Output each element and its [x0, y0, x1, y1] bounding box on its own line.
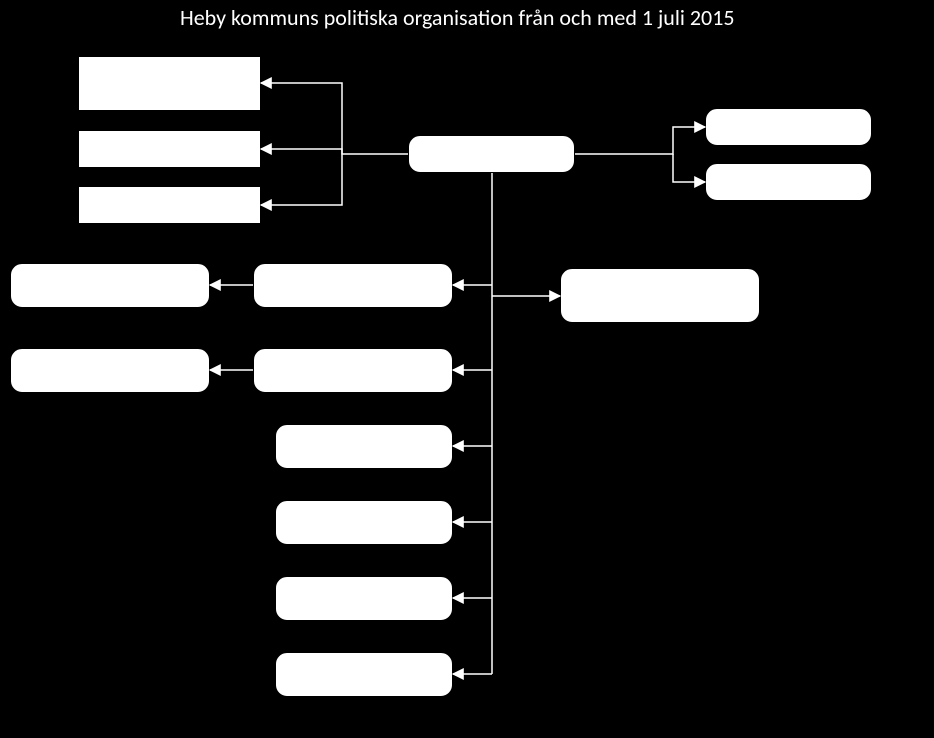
- org-node-n_top2: [78, 130, 261, 168]
- org-node-n_right2: [705, 163, 872, 201]
- org-node-n_m5: [275, 576, 453, 621]
- org-node-n_m4: [275, 500, 453, 545]
- org-node-n_l1: [10, 263, 210, 308]
- org-node-n_l2: [10, 348, 210, 393]
- org-node-n_m2: [253, 348, 453, 393]
- org-node-n_top3: [78, 186, 261, 224]
- org-node-n_center: [408, 135, 575, 173]
- org-node-n_top1: [78, 56, 261, 111]
- org-node-n_right1: [705, 108, 872, 146]
- org-node-n_m1: [253, 263, 453, 308]
- chart-title: Heby kommuns politiska organisation från…: [180, 4, 735, 31]
- org-node-n_r1: [560, 268, 760, 323]
- org-node-n_m3: [275, 424, 453, 469]
- org-node-n_m6: [275, 652, 453, 697]
